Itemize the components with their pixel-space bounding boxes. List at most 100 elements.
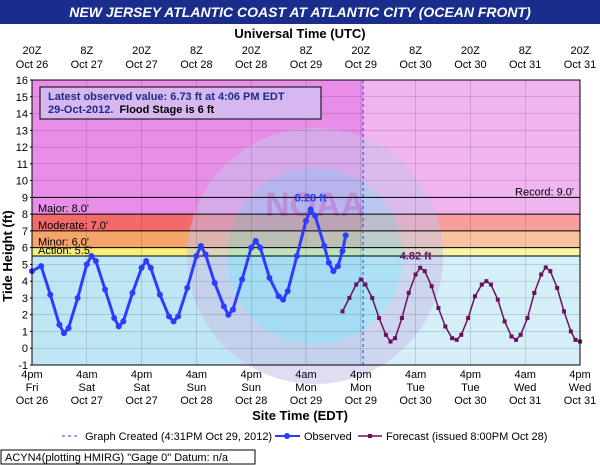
observed-point (47, 291, 54, 298)
forecast-point (443, 324, 448, 329)
legend-forecast-label: Forecast (issued 8:00PM Oct 28) (386, 431, 547, 443)
forecast-point (459, 332, 464, 337)
forecast-peak-label: 4.82 ft (400, 250, 432, 262)
observed-point (147, 264, 154, 271)
observed-point (120, 318, 127, 325)
observed-point (83, 261, 90, 268)
forecast-point (518, 332, 523, 337)
bottom-tick-date: Oct 27 (125, 395, 157, 407)
top-tick-hour: 20Z (23, 45, 42, 57)
observed-point (334, 263, 341, 270)
forecast-point (422, 269, 427, 274)
observed-point (248, 244, 255, 251)
forecast-point (539, 272, 544, 277)
forecast-point (406, 290, 411, 295)
observed-point (143, 258, 150, 265)
forecast-point (484, 279, 489, 284)
y-tick-label: 3 (22, 293, 28, 305)
observed-point (307, 206, 314, 213)
observed-peak-label: 8.28 ft (295, 192, 327, 204)
latest-value-line1: Latest observed value: 6.73 ft at 4:06 P… (48, 91, 285, 103)
observed-point (102, 286, 109, 293)
y-tick-label: 14 (16, 109, 28, 121)
observed-point (193, 253, 200, 260)
observed-point (225, 311, 232, 318)
bottom-tick-date: Oct 28 (180, 395, 212, 407)
observed-point (111, 315, 118, 322)
forecast-point (532, 290, 537, 295)
observed-point (65, 325, 72, 332)
y-tick-label: 7 (22, 226, 28, 238)
bottom-tick-time: 4pm (240, 369, 261, 381)
y-axis-title: Tide Height (ft) (0, 210, 15, 301)
observed-point (257, 244, 264, 251)
forecast-point (488, 282, 493, 287)
top-tick-hour: 8Z (519, 45, 532, 57)
bottom-tick-day: Sun (187, 382, 207, 394)
threshold-label: Minor: 6.0' (38, 237, 89, 249)
forecast-point (466, 316, 471, 321)
forecast-point (573, 337, 578, 342)
forecast-point (495, 297, 500, 302)
forecast-point (525, 316, 530, 321)
y-tick-label: 6 (22, 243, 28, 255)
forecast-point (399, 316, 404, 321)
plot-border (31, 79, 581, 366)
top-axis-title: Universal Time (UTC) (234, 26, 365, 41)
bottom-tick-date: Oct 30 (454, 395, 486, 407)
forecast-point (555, 285, 560, 290)
x-axis-title: Site Time (EDT) (252, 408, 348, 423)
latest-value-date: 29-Oct-2012. (48, 104, 113, 116)
top-axis-ticks: 20Z Oct 26 8Z Oct 27 20Z Oct 27 8Z Oct 28 20Z Oct… (16, 45, 596, 71)
top-tick-date: Oct 28 (235, 59, 267, 71)
forecast-point (388, 339, 393, 344)
observed-point (303, 217, 309, 224)
observed-point (74, 294, 81, 301)
top-tick-date: Oct 30 (454, 59, 486, 71)
y-tick-label: 12 (16, 142, 28, 154)
legend-observed-marker (284, 433, 290, 439)
threshold-label: Major: 8.0' (38, 203, 89, 215)
top-tick-date: Oct 27 (71, 59, 103, 71)
y-tick-label: 15 (16, 92, 28, 104)
forecast-point (363, 282, 368, 287)
observed-point (138, 264, 145, 271)
top-tick-date: Oct 26 (16, 59, 48, 71)
y-tick-label: 9 (22, 192, 28, 204)
forecast-point (479, 282, 484, 287)
bottom-tick-time: 4pm (569, 369, 590, 381)
top-tick-hour: 20Z (132, 45, 151, 57)
top-tick-hour: 8Z (190, 45, 203, 57)
observed-point (266, 274, 273, 281)
bottom-tick-time: 4pm (21, 369, 42, 381)
latest-value-line2: 29-Oct-2012. Flood Stage is 6 ft (48, 104, 215, 116)
forecast-point (358, 277, 363, 282)
y-tick-label: 11 (17, 159, 28, 171)
threshold-label: Moderate: 7.0' (38, 220, 108, 232)
observed-point (129, 289, 136, 296)
forecast-point (562, 309, 567, 314)
top-tick-hour: 8Z (300, 45, 313, 57)
observed-point (175, 313, 182, 320)
bottom-tick-day: Fri (26, 382, 39, 394)
forecast-point (393, 336, 398, 341)
observed-point (92, 258, 99, 265)
observed-point (166, 313, 172, 320)
top-tick-hour: 20Z (242, 45, 261, 57)
forecast-point (370, 295, 375, 300)
bottom-tick-day: Sat (133, 382, 150, 394)
top-tick-hour: 8Z (409, 45, 422, 57)
threshold-lines: Record: 9.0' Major: 8.0' Moderate: 7.0' Min… (32, 186, 580, 257)
forecast-point (418, 265, 423, 270)
top-tick-date: Oct 28 (180, 59, 212, 71)
forecast-point (383, 332, 388, 337)
bottom-tick-time: 4am (76, 369, 97, 381)
observed-point (229, 306, 236, 313)
observed-point (211, 279, 218, 286)
observed-point (330, 268, 337, 275)
observed-point (293, 253, 300, 260)
observed-point (321, 242, 328, 249)
observed-point (325, 259, 332, 266)
